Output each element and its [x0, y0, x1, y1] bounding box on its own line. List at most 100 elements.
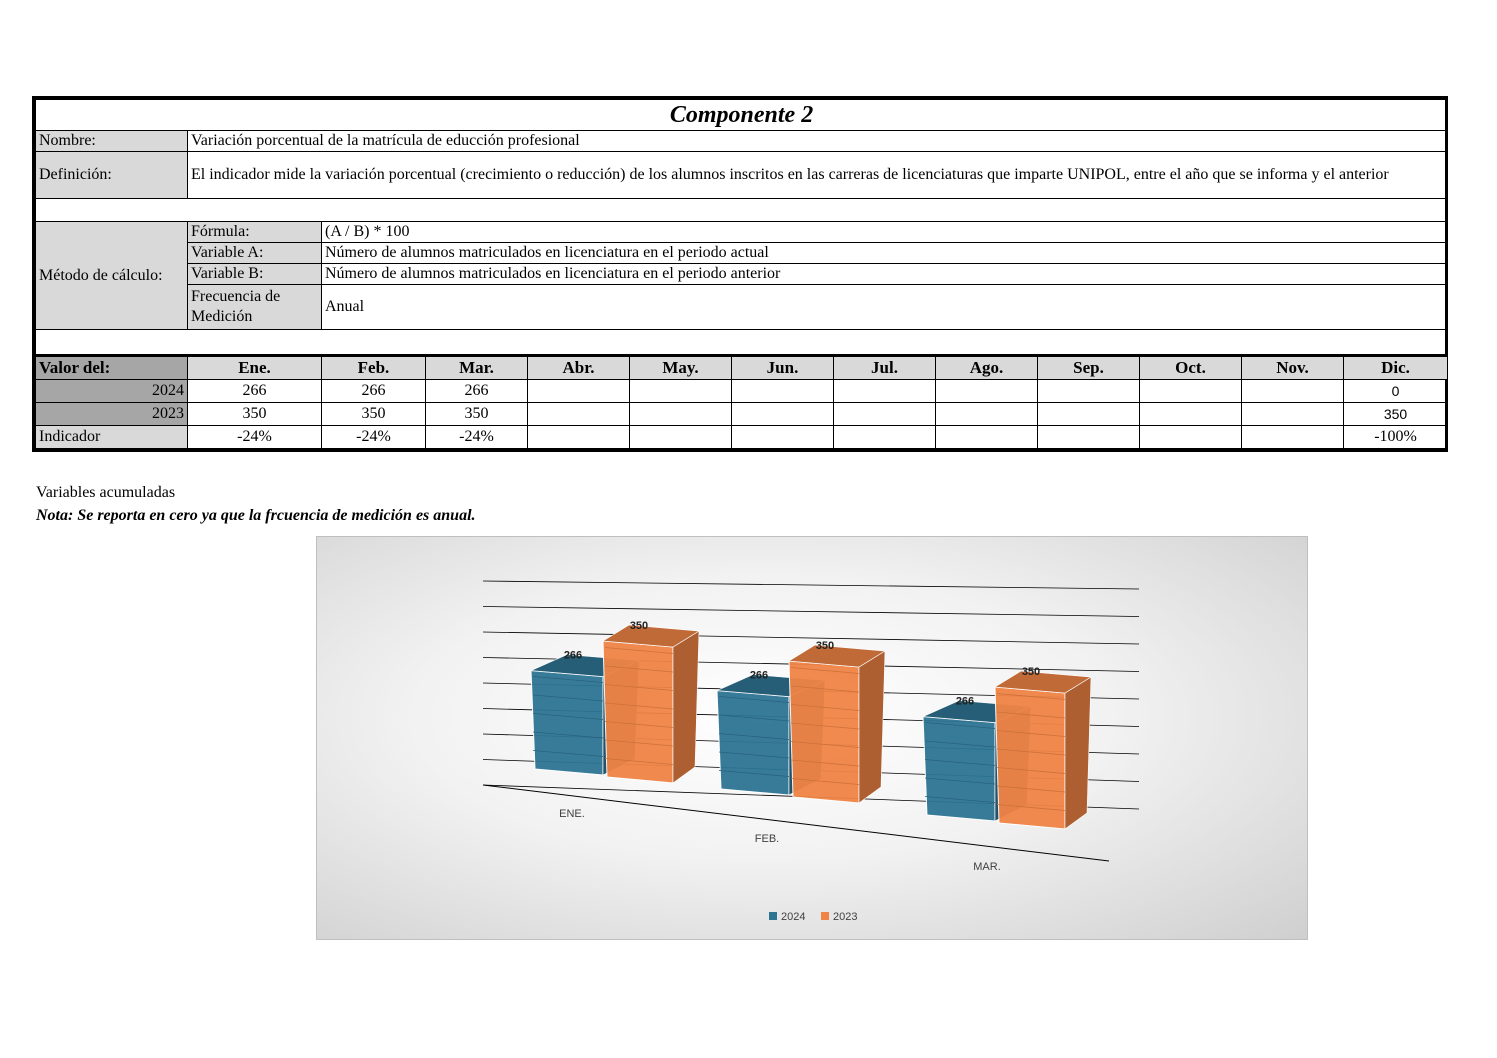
sheet-title: Componente 2: [34, 99, 1449, 131]
bar-top: [994, 670, 1092, 694]
bar-gridline: [924, 740, 996, 748]
value-cell: -24%: [425, 425, 528, 449]
value-cell: [731, 379, 834, 403]
month-header-cell: Jul.: [833, 354, 936, 380]
value-cell: [629, 402, 732, 426]
definicion-label: Definición:: [35, 151, 188, 199]
value-cell: [1139, 379, 1242, 403]
bar-gridline: [790, 759, 860, 767]
value-cell: [1139, 425, 1242, 449]
month-header-cell: Mar.: [425, 354, 528, 380]
month-header-cell: Ene.: [187, 354, 322, 380]
month-header-cell: Oct.: [1139, 354, 1242, 380]
value-cell: [1037, 425, 1140, 449]
bar-gridline: [996, 785, 1066, 793]
variable-b-value: Número de alumnos matriculados en licenc…: [320, 263, 1449, 285]
data-label: 350: [630, 620, 648, 632]
bar-gridline: [790, 667, 860, 674]
category-label: FEB.: [755, 833, 779, 845]
month-header-cell: May.: [629, 354, 732, 380]
bar-gridline: [996, 748, 1066, 756]
value-cell: [833, 379, 936, 403]
spacer-row: [34, 198, 1449, 222]
nota-note: Nota: Se reporta en cero ya que la frcue…: [36, 507, 476, 524]
variable-b-label: Variable B:: [187, 263, 322, 285]
bar-gridline: [790, 741, 860, 748]
bar-gridline: [604, 665, 674, 673]
bar-gridline: [718, 751, 790, 759]
bar-gridline: [996, 730, 1066, 737]
gridline: [482, 606, 1140, 617]
formula-label: Fórmula:: [187, 221, 322, 243]
row-label-indicador: Indicador: [35, 425, 188, 449]
bar-gridline: [996, 767, 1066, 774]
value-cell: [1241, 425, 1344, 449]
bar-gridline: [924, 796, 996, 803]
bar-gridline: [604, 758, 674, 765]
bar-gridline: [532, 694, 604, 702]
bar-front: [530, 670, 604, 776]
month-header-cell: Ago.: [935, 354, 1038, 380]
bar-gridline: [532, 676, 604, 683]
row-label-2023: 2023: [35, 402, 188, 426]
value-cell: [731, 425, 834, 449]
variables-acumuladas-note: Variables acumuladas: [36, 484, 176, 501]
value-cell: 0: [1342, 379, 1449, 403]
bar-gridline: [924, 759, 996, 766]
month-header-cell: Sep.: [1037, 354, 1140, 380]
value-cell: 350: [187, 402, 322, 426]
row-label-2024: 2024: [35, 379, 188, 403]
bar-gridline: [604, 647, 674, 654]
bar-gridline: [790, 722, 860, 730]
bar-side: [1064, 676, 1092, 830]
bar-gridline: [996, 804, 1066, 811]
value-cell: [1241, 402, 1344, 426]
value-cell: 266: [425, 379, 528, 403]
bar-gridline: [790, 704, 860, 711]
value-cell: [935, 379, 1038, 403]
frecuencia-value: Anual: [320, 284, 1449, 330]
bar-gridline: [604, 702, 674, 710]
value-cell: [527, 425, 630, 449]
legend-swatch: [821, 912, 829, 920]
formula-value: (A / B) * 100: [320, 221, 1449, 243]
value-cell: [935, 402, 1038, 426]
value-cell: [1139, 402, 1242, 426]
bar-gridline: [996, 693, 1066, 700]
bar-gridline: [532, 750, 604, 757]
bar-gridline: [718, 733, 790, 740]
x-axis-line: [482, 784, 1110, 862]
notes: Variables acumuladas Nota: Se reporta en…: [36, 482, 476, 528]
value-cell: [1037, 379, 1140, 403]
legend-label: 2024: [781, 911, 805, 923]
data-label: 350: [1022, 666, 1040, 678]
value-cell: 350: [1342, 402, 1449, 426]
data-label: 266: [956, 696, 974, 708]
bar-gridline: [604, 721, 674, 728]
bar-gridline: [718, 770, 790, 777]
bar-gridline: [996, 711, 1066, 719]
metodo-label: Método de cálculo:: [35, 221, 188, 330]
bar-front: [922, 716, 996, 822]
value-cell: [527, 379, 630, 403]
value-cell: -24%: [187, 425, 322, 449]
value-cell: 350: [321, 402, 426, 426]
value-cell: [731, 402, 834, 426]
bar-top: [602, 624, 700, 648]
value-cell: [1241, 379, 1344, 403]
month-header-cell: Dic.: [1342, 354, 1449, 380]
value-cell: [833, 425, 936, 449]
bar-side: [672, 630, 700, 784]
bar-top: [788, 644, 886, 668]
category-label: ENE.: [559, 808, 585, 820]
data-label: 266: [750, 670, 768, 682]
bar-side: [858, 650, 886, 804]
nombre-label: Nombre:: [35, 130, 188, 152]
frecuencia-label: Frecuencia de Medición: [187, 284, 322, 330]
value-cell: [1037, 402, 1140, 426]
month-header-cell: Feb.: [321, 354, 426, 380]
value-cell: -100%: [1342, 425, 1449, 449]
nombre-value: Variación porcentual de la matrícula de …: [186, 130, 1449, 152]
value-cell: [935, 425, 1038, 449]
spacer-row: [34, 329, 1449, 356]
